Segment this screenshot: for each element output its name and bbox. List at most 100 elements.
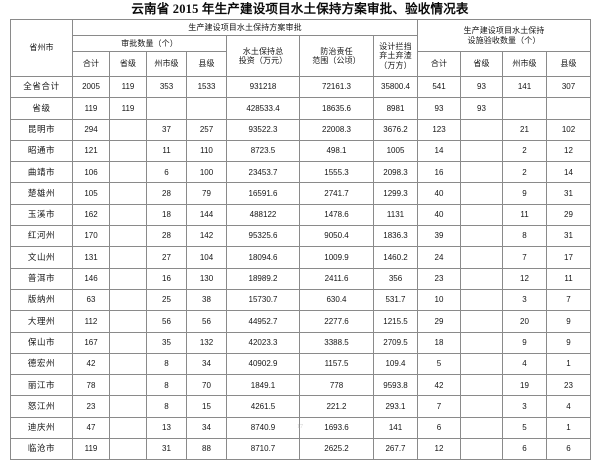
row-region-label: 保山市 bbox=[10, 331, 73, 354]
cell-investment: 8723.5 bbox=[226, 139, 300, 163]
row-region-label: 文山州 bbox=[10, 246, 73, 269]
cell-ac_prefecture: 21 bbox=[502, 118, 547, 141]
cell-ap_total: 63 bbox=[72, 288, 110, 312]
table-row: 楚雄州 105 28 79 16591.6 2741.7 1299.3 40 9 31 bbox=[10, 182, 591, 205]
cell-ap_province bbox=[109, 118, 147, 141]
cell-ac_county: 9 bbox=[546, 310, 591, 333]
header-col-slag: 设计拦挡 弃土弃渣 （万方） bbox=[373, 35, 418, 77]
cell-slag: 2709.5 bbox=[373, 331, 418, 354]
cell-ac_county: 4 bbox=[546, 395, 591, 418]
table-row: 文山州 131 27 104 18094.6 1009.9 1460.2 24 7 17 bbox=[10, 246, 591, 269]
table-body: 全省合计 2005 119 353 1533 931218 72161.3 35800.4 54… bbox=[10, 75, 591, 460]
cell-ac_county: 307 bbox=[546, 75, 591, 99]
header-approval-prefecture: 州市级 bbox=[146, 51, 187, 77]
cell-ac_total: 123 bbox=[417, 118, 461, 141]
cell-area: 18635.6 bbox=[299, 97, 374, 120]
cell-ap_province bbox=[109, 267, 147, 290]
cell-investment: 16591.6 bbox=[226, 182, 300, 205]
cell-ac_county: 11 bbox=[546, 267, 591, 290]
cell-area: 2411.6 bbox=[299, 267, 374, 290]
cell-ac_county: 14 bbox=[546, 161, 591, 184]
cell-slag: 1299.3 bbox=[373, 182, 418, 205]
cell-ap_province bbox=[109, 161, 147, 184]
cell-investment: 40902.9 bbox=[226, 352, 300, 376]
cell-ap_prefecture: 31 bbox=[146, 438, 187, 460]
cell-investment: 95325.6 bbox=[226, 225, 300, 248]
cell-ac_prefecture: 3 bbox=[502, 395, 547, 418]
header-row-groups: 省州市 生产建设项目水土保持方案审批 生产建设项目水土保持 设施验收数量（个） bbox=[10, 19, 591, 77]
cell-ap_province bbox=[109, 438, 147, 460]
cell-ac_prefecture: 6 bbox=[502, 438, 547, 460]
cell-ac_province bbox=[460, 139, 503, 163]
cell-ap_province bbox=[109, 225, 147, 248]
cell-ac_province bbox=[460, 438, 503, 460]
row-region-label: 大理州 bbox=[10, 310, 73, 333]
cell-ap_total: 78 bbox=[72, 374, 110, 397]
cell-investment: 15730.7 bbox=[226, 288, 300, 312]
cell-ac_county: 6 bbox=[546, 438, 591, 460]
cell-ap_total: 119 bbox=[72, 438, 110, 460]
cell-ac_prefecture: 3 bbox=[502, 288, 547, 312]
cell-ac_province bbox=[460, 267, 503, 290]
cell-ap_province: 119 bbox=[109, 97, 147, 120]
header-group-acceptance-line2: 设施验收数量（个） bbox=[467, 35, 541, 45]
cell-slag: 2098.3 bbox=[373, 161, 418, 184]
cell-ac_county: 1 bbox=[546, 352, 591, 376]
cell-ap_total: 105 bbox=[72, 182, 110, 205]
cell-area: 3388.5 bbox=[299, 331, 374, 354]
cell-investment: 488122 bbox=[226, 203, 300, 227]
cell-ap_prefecture: 8 bbox=[146, 352, 187, 376]
cell-ap_total: 2005 bbox=[72, 75, 110, 99]
cell-ac_county: 31 bbox=[546, 225, 591, 248]
table-row: 玉溪市 162 18 144 488122 1478.6 1131 40 11 29 bbox=[10, 203, 591, 227]
cell-area: 72161.3 bbox=[299, 75, 374, 99]
row-region-label: 昭通市 bbox=[10, 139, 73, 163]
cell-ac_total: 18 bbox=[417, 331, 461, 354]
table-row: 怒江州 23 8 15 4261.5 221.2 293.1 7 3 4 bbox=[10, 395, 591, 418]
cell-investment: 8710.7 bbox=[226, 438, 300, 460]
header-col-investment-line2: 投资（万元） bbox=[238, 56, 288, 65]
cell-ap_prefecture: 56 bbox=[146, 310, 187, 333]
header-subgroup-approval-count: 审批数量（个） bbox=[72, 35, 227, 52]
cell-ap_county: 88 bbox=[186, 438, 227, 460]
cell-ap_total: 131 bbox=[72, 246, 110, 269]
cell-ac_province bbox=[460, 182, 503, 205]
cell-ap_province bbox=[109, 310, 147, 333]
cell-ap_total: 294 bbox=[72, 118, 110, 141]
table-row: 省级 119 119 428533.4 18635.6 8981 93 93 bbox=[10, 97, 591, 120]
table-row: 全省合计 2005 119 353 1533 931218 72161.3 35800.4 54… bbox=[10, 75, 591, 99]
cell-ac_county: 29 bbox=[546, 203, 591, 227]
cell-ap_prefecture: 28 bbox=[146, 225, 187, 248]
cell-ap_county: 34 bbox=[186, 352, 227, 376]
cell-ap_county: 15 bbox=[186, 395, 227, 418]
cell-area: 1478.6 bbox=[299, 203, 374, 227]
cell-ap_prefecture: 8 bbox=[146, 374, 187, 397]
cell-ap_prefecture: 11 bbox=[146, 139, 187, 163]
cell-slag: 1131 bbox=[373, 203, 418, 227]
table-header: 省州市 生产建设项目水土保持方案审批 生产建设项目水土保持 设施验收数量（个） … bbox=[10, 19, 591, 77]
cell-ac_county: 102 bbox=[546, 118, 591, 141]
cell-ap_total: 119 bbox=[72, 97, 110, 120]
cell-ap_total: 146 bbox=[72, 267, 110, 290]
cell-ac_prefecture: 7 bbox=[502, 246, 547, 269]
cell-area: 498.1 bbox=[299, 139, 374, 163]
row-region-label: 版纳州 bbox=[10, 288, 73, 312]
cell-investment: 18989.2 bbox=[226, 267, 300, 290]
cell-ap_prefecture: 16 bbox=[146, 267, 187, 290]
cell-ac_province bbox=[460, 310, 503, 333]
cell-ac_province bbox=[460, 118, 503, 141]
cell-ac_prefecture: 141 bbox=[502, 75, 547, 99]
header-approval-county: 县级 bbox=[186, 51, 227, 77]
row-region-label: 全省合计 bbox=[10, 75, 73, 99]
header-acceptance-prefecture: 州市级 bbox=[502, 51, 547, 77]
cell-ap_prefecture: 28 bbox=[146, 182, 187, 205]
header-col-slag-line3: （万方） bbox=[379, 60, 412, 70]
header-col-slag-line1: 设计拦挡 bbox=[379, 41, 412, 51]
cell-ap_county: 79 bbox=[186, 182, 227, 205]
cell-ac_total: 14 bbox=[417, 139, 461, 163]
cell-investment: 931218 bbox=[226, 75, 300, 99]
cell-slag: 293.1 bbox=[373, 395, 418, 418]
cell-ac_total: 12 bbox=[417, 438, 461, 460]
cell-ap_prefecture: 25 bbox=[146, 288, 187, 312]
cell-ap_county: 130 bbox=[186, 267, 227, 290]
